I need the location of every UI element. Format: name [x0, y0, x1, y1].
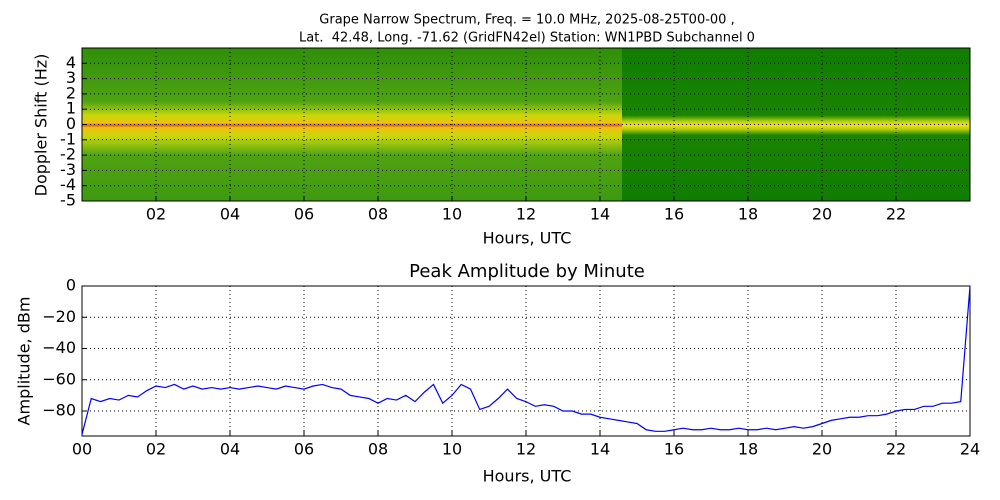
x-tick-label: 08	[368, 440, 388, 459]
x-axis-label: Hours, UTC	[483, 229, 572, 248]
x-tick-label: 04	[220, 440, 240, 459]
spectrogram-image	[82, 48, 622, 201]
y-tick-label: -5	[60, 191, 76, 210]
x-tick-label: 14	[590, 440, 610, 459]
y-tick-label: -1	[60, 129, 76, 148]
x-tick-label: 24	[960, 440, 980, 459]
x-tick-label: 08	[368, 205, 388, 224]
y-tick-label: −40	[42, 338, 76, 357]
x-tick-label: 12	[516, 205, 536, 224]
y-tick-label: −80	[42, 401, 76, 420]
y-tick-label: −60	[42, 369, 76, 388]
x-tick-label: 16	[664, 205, 684, 224]
line-series	[81, 285, 971, 435]
y-tick-label: −20	[42, 307, 76, 326]
y-tick-label: 0	[66, 276, 76, 295]
x-tick-label: 22	[886, 440, 906, 459]
y-tick-label: 1	[66, 99, 76, 118]
x-tick-label: 10	[442, 205, 462, 224]
x-tick-label: 02	[146, 440, 166, 459]
x-tick-label: 14	[590, 205, 610, 224]
y-tick-label: 4	[66, 53, 76, 72]
spectrogram-image	[622, 48, 970, 201]
y-tick-label: 3	[66, 68, 76, 87]
x-tick-label: 18	[738, 205, 758, 224]
y-tick-label: -2	[60, 145, 76, 164]
x-tick-label: 12	[516, 440, 536, 459]
x-tick-label: 06	[294, 440, 314, 459]
x-tick-label: 20	[812, 440, 832, 459]
x-axis-label: Hours, UTC	[483, 467, 572, 486]
y-tick-label: 0	[66, 114, 76, 133]
x-tick-label: 06	[294, 205, 314, 224]
chart-title: Grape Narrow Spectrum, Freq. = 10.0 MHz,…	[319, 13, 734, 28]
x-tick-label: 20	[812, 205, 832, 224]
x-tick-label: 22	[886, 205, 906, 224]
chart-title: Lat. 42.48, Long. -71.62 (GridFN42el) St…	[299, 31, 755, 46]
y-tick-label: -3	[60, 160, 76, 179]
plot-frame	[81, 285, 971, 437]
y-axis-label: Amplitude, dBm	[15, 297, 34, 426]
x-tick-label: 00	[72, 440, 92, 459]
x-tick-label: 18	[738, 440, 758, 459]
y-tick-label: -4	[60, 175, 76, 194]
chart-title: Peak Amplitude by Minute	[409, 261, 645, 282]
x-tick-label: 16	[664, 440, 684, 459]
x-tick-label: 02	[146, 205, 166, 224]
y-tick-label: 2	[66, 83, 76, 102]
x-tick-label: 04	[220, 205, 240, 224]
x-tick-label: 10	[442, 440, 462, 459]
y-axis-label: Doppler Shift (Hz)	[32, 54, 51, 197]
